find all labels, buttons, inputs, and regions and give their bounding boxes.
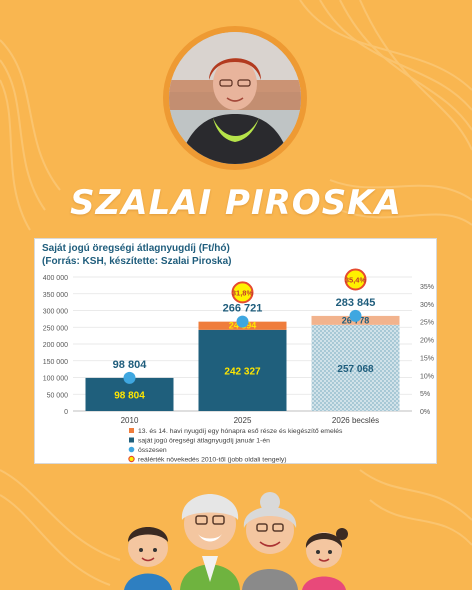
- legend-swatch: [128, 446, 135, 453]
- chart-card: Saját jogú öregségi átlagnyugdíj (Ft/hó)…: [34, 238, 437, 464]
- y2-tick-label: 35%: [420, 284, 434, 291]
- total-marker: [236, 315, 249, 328]
- y-tick-label: 50 000: [47, 392, 69, 399]
- y2-tick-label: 15%: [420, 355, 434, 362]
- portrait-photo: [169, 32, 301, 164]
- y2-tick-label: 5%: [420, 391, 430, 398]
- y-tick-label: 150 000: [43, 359, 68, 366]
- data-label-total: 266 721: [223, 303, 263, 315]
- y-tick-label: 300 000: [43, 309, 68, 316]
- total-marker: [349, 309, 362, 322]
- pension-chart: 0 50 000 100 000 150 000 200 000 250 000 300 0…: [43, 268, 434, 464]
- y2-tick-label: 25%: [420, 320, 434, 327]
- bar-base: [198, 329, 287, 411]
- person-name: SZALAI PIROSKA: [70, 183, 402, 223]
- legend-label: összesen: [138, 447, 167, 454]
- legend-swatch: [128, 455, 135, 463]
- legend-label: 13. és 14. havi nyugdíj egy hónapra eső …: [138, 428, 343, 435]
- x-tick-label: 2025: [234, 416, 252, 425]
- data-label-total: 283 845: [336, 297, 376, 309]
- legend-label: reálérték növekedés 2010-től (jobb oldal…: [138, 457, 287, 464]
- legend-label: saját jogú öregségi átlagnyugdíj január …: [138, 438, 270, 445]
- data-label-base: 257 068: [337, 364, 374, 375]
- seniors-family-illustration: [124, 492, 348, 590]
- legend-swatch: [129, 437, 134, 443]
- bar-base: [311, 324, 400, 411]
- growth-marker: [231, 281, 254, 304]
- y-tick-label: 250 000: [43, 325, 68, 332]
- x-tick-label: 2010: [121, 416, 139, 425]
- y-tick-label: 100 000: [43, 376, 68, 383]
- total-marker: [123, 371, 136, 384]
- data-label-base: 98 804: [114, 390, 145, 401]
- y-tick-label: 400 000: [43, 275, 68, 282]
- y-tick-label: 0: [64, 409, 68, 416]
- chart-title: Saját jogú öregségi átlagnyugdíj (Ft/hó): [42, 243, 230, 254]
- data-label-base: 242 327: [224, 366, 261, 377]
- x-tick-label: 2026 becslés: [332, 416, 379, 425]
- y2-tick-label: 0%: [420, 409, 430, 416]
- data-label-growth: 35,4%: [345, 276, 367, 285]
- y2-tick-label: 30%: [420, 302, 434, 309]
- y2-tick-label: 20%: [420, 338, 434, 345]
- chart-subtitle: (Forrás: KSH, készítette: Szalai Piroska…: [42, 256, 232, 267]
- growth-marker: [344, 268, 367, 291]
- data-label-growth: 31,8%: [232, 288, 254, 297]
- y-tick-label: 350 000: [43, 292, 68, 299]
- legend-swatch: [129, 428, 134, 433]
- y-tick-label: 200 000: [43, 342, 68, 349]
- y2-tick-label: 10%: [420, 373, 434, 380]
- data-label-total: 98 804: [113, 359, 148, 371]
